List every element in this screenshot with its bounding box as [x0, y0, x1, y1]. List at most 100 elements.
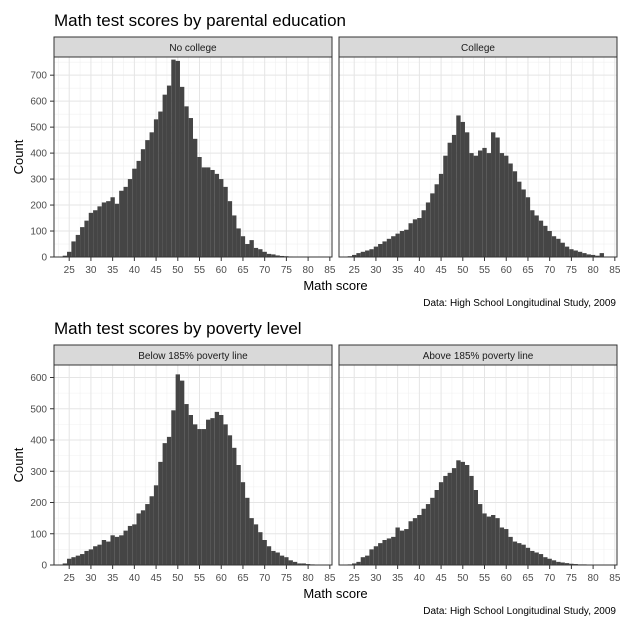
histogram-bar	[495, 137, 500, 257]
histogram-bar	[551, 236, 557, 257]
histogram-bar	[373, 546, 379, 565]
histogram-bar	[408, 521, 413, 565]
x-tick-label: 75	[566, 573, 578, 584]
histogram-bar	[97, 544, 102, 565]
histogram-bar	[197, 157, 202, 257]
histogram-bar	[271, 254, 276, 257]
x-tick-label: 50	[172, 265, 184, 276]
histogram-bar	[84, 220, 89, 257]
x-tick-label: 45	[436, 573, 448, 584]
x-tick-label: 65	[522, 265, 534, 276]
histogram-bar	[223, 424, 228, 565]
histogram-bar	[365, 555, 370, 565]
histogram-bar	[201, 429, 207, 565]
histogram-bar	[262, 251, 267, 257]
histogram-bar	[430, 497, 435, 565]
histogram-bar	[101, 540, 107, 565]
histogram-bar	[101, 202, 107, 257]
x-tick-label: 55	[194, 573, 206, 584]
x-tick-label: 35	[392, 265, 404, 276]
x-tick-label: 30	[370, 265, 382, 276]
histogram-bar	[123, 186, 128, 257]
histogram-bar	[171, 59, 176, 258]
x-tick-label: 75	[281, 265, 293, 276]
histogram-bar	[517, 543, 522, 565]
histogram-bar	[240, 236, 246, 257]
histogram-bar	[206, 167, 211, 257]
histogram-bar	[395, 527, 400, 565]
histogram-bar	[356, 253, 361, 257]
x-tick-label: 45	[151, 265, 163, 276]
histogram-bar	[175, 374, 180, 565]
panel-border	[338, 364, 618, 566]
histogram-bar	[464, 465, 470, 565]
histogram-bar	[382, 241, 387, 257]
histogram-bar	[253, 247, 259, 257]
histogram-bar	[145, 140, 150, 257]
histogram-bar	[478, 150, 483, 257]
x-tick-label: 40	[414, 573, 426, 584]
histogram-bar	[288, 560, 293, 565]
x-tick-label: 30	[85, 573, 97, 584]
histogram-bar	[227, 435, 233, 565]
histogram-bar	[412, 518, 418, 565]
y-tick-label: 200	[30, 498, 47, 509]
histogram-bar	[71, 557, 76, 565]
chart-caption: Data: High School Longitudinal Study, 20…	[423, 606, 616, 617]
histogram-bar	[275, 255, 280, 257]
x-tick-label: 50	[457, 265, 469, 276]
histogram-bar	[386, 538, 392, 565]
histogram-bar	[166, 436, 172, 565]
histogram-bar	[297, 563, 302, 565]
x-tick-label: 85	[609, 573, 621, 584]
histogram-bar	[114, 203, 120, 257]
histogram-bar	[438, 482, 444, 565]
histogram-bar	[434, 184, 439, 257]
histogram-bar	[140, 149, 146, 257]
histogram-bar	[162, 94, 167, 257]
histogram-bar	[369, 249, 374, 257]
x-tick-label: 80	[303, 265, 315, 276]
panel-border	[338, 56, 618, 258]
panel-border	[53, 364, 333, 566]
histogram-bar	[482, 147, 487, 257]
x-tick-label: 85	[609, 265, 621, 276]
histogram-bar	[499, 527, 505, 565]
histogram-bar	[386, 238, 392, 257]
y-tick-label: 600	[30, 373, 47, 384]
histogram-bar	[391, 236, 396, 257]
chart-1: Math test scores by parental education No…	[11, 11, 621, 309]
histogram-bar	[232, 215, 237, 257]
y-tick-label: 700	[30, 71, 47, 82]
histogram-bar	[179, 86, 185, 257]
histogram-bar	[245, 497, 250, 565]
histogram-bar	[140, 510, 146, 565]
histogram-bar	[279, 255, 285, 257]
histogram-bar	[110, 197, 115, 257]
histogram-bar	[219, 179, 224, 257]
histogram-bar	[62, 255, 68, 257]
histogram-bar	[240, 482, 246, 565]
histogram-bar	[399, 530, 405, 565]
x-axis-label: Math score	[303, 278, 367, 293]
facet-strip-label: Below 185% poverty line	[138, 351, 248, 362]
x-tick-label: 65	[237, 573, 249, 584]
histogram-bar	[447, 472, 452, 565]
histogram-bar	[482, 513, 487, 565]
histogram-bar	[236, 228, 241, 257]
facet-panel-1: No college 25 30 35 40 45 50 55 60 65 70 75 80 85 0 100…	[30, 36, 336, 276]
histogram-bar	[534, 215, 539, 257]
histogram-bar	[491, 132, 496, 257]
x-tick-label: 40	[129, 573, 141, 584]
x-tick-label: 60	[501, 265, 513, 276]
histogram-bar	[106, 541, 111, 565]
histogram-bar	[373, 246, 379, 257]
histogram-bar	[538, 220, 544, 257]
histogram-bar	[521, 544, 526, 565]
x-tick-label: 65	[237, 265, 249, 276]
chart-caption: Data: High School Longitudinal Study, 20…	[423, 298, 616, 309]
histogram-bar	[153, 485, 159, 565]
histogram-bar	[391, 536, 396, 565]
